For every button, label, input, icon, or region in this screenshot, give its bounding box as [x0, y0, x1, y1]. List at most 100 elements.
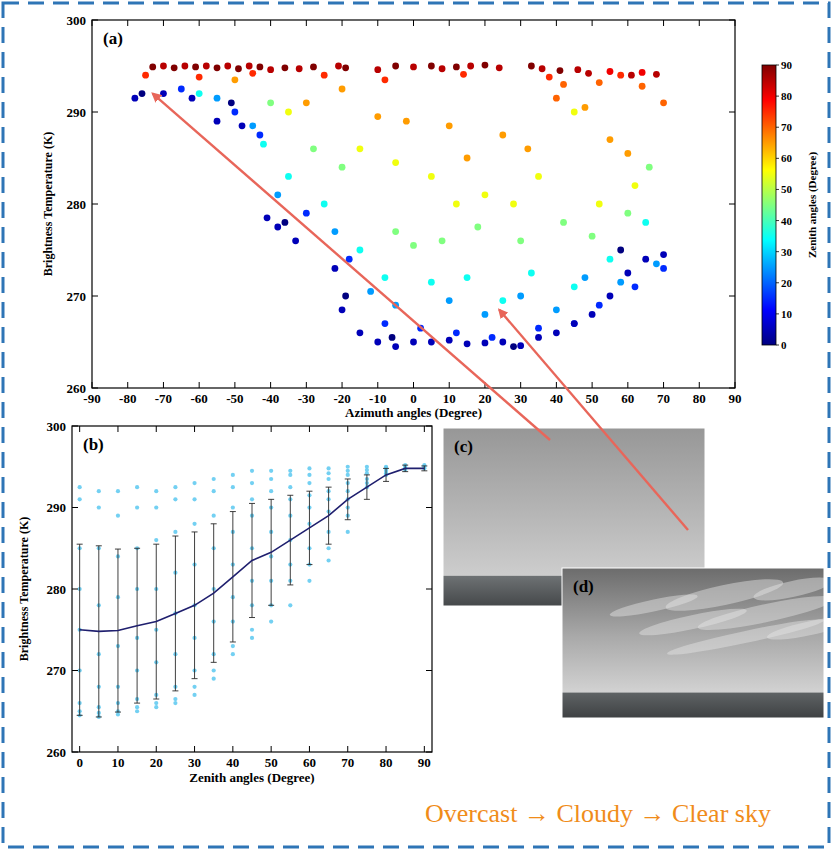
x-tick	[663, 20, 664, 26]
x-tick	[424, 746, 425, 752]
point	[307, 579, 311, 583]
x-tick	[79, 746, 80, 752]
point	[346, 473, 350, 477]
x-tick	[663, 382, 664, 388]
point	[535, 334, 542, 341]
point	[574, 66, 581, 73]
error-bar-cap	[421, 465, 427, 466]
y-tick	[729, 20, 735, 21]
x-tick	[199, 382, 200, 388]
x-tick	[347, 746, 348, 752]
y-tick	[426, 670, 432, 671]
point	[571, 283, 578, 290]
error-bar-cap	[268, 499, 274, 500]
error-bar-cap	[230, 641, 236, 642]
error-bar-cap	[306, 491, 312, 492]
x-tick-label: 90	[729, 391, 742, 406]
point	[288, 485, 292, 489]
point	[453, 64, 460, 71]
point	[510, 201, 517, 208]
panel-letter: (b)	[83, 435, 104, 454]
point	[382, 274, 389, 281]
x-tick-label: 70	[657, 391, 670, 406]
point	[154, 701, 158, 705]
colorbar-tick	[776, 96, 779, 97]
line-series	[77, 465, 428, 717]
colorbar-tick	[776, 345, 779, 346]
error-bar-cap	[287, 495, 293, 496]
colorbar-tick-label: 10	[781, 308, 793, 320]
point	[250, 497, 254, 501]
point	[357, 247, 364, 254]
point	[617, 247, 624, 254]
point	[392, 228, 399, 235]
x-tick	[234, 20, 235, 26]
x-tick-label: -40	[262, 391, 279, 406]
point	[116, 712, 120, 716]
point	[346, 465, 350, 469]
colorbar-tick-label: 70	[781, 121, 793, 133]
x-tick-label: 80	[380, 755, 393, 770]
point	[589, 311, 596, 318]
error-bar-cap	[115, 712, 121, 713]
x-tick	[163, 382, 164, 388]
point	[596, 201, 603, 208]
point	[224, 63, 231, 70]
point	[267, 66, 274, 73]
colorbar-tick	[776, 127, 779, 128]
point	[250, 481, 254, 485]
point	[339, 164, 346, 171]
error-bar-cap	[383, 481, 389, 482]
x-tick	[556, 382, 557, 388]
point	[607, 68, 614, 75]
point	[464, 340, 471, 347]
y-tick	[92, 20, 98, 21]
point	[135, 485, 139, 489]
error-bar-cap	[134, 703, 140, 704]
error-bar-cap	[230, 511, 236, 512]
point	[192, 685, 196, 689]
point	[560, 219, 567, 226]
x-tick	[592, 20, 593, 26]
point	[571, 320, 578, 327]
point	[288, 469, 292, 473]
point	[303, 210, 310, 217]
point	[326, 466, 330, 470]
error-bar-cap	[77, 544, 83, 545]
point	[535, 173, 542, 180]
point	[173, 530, 177, 534]
point	[571, 109, 578, 116]
point	[267, 99, 274, 106]
x-tick	[386, 426, 387, 432]
point	[326, 477, 330, 481]
point	[307, 473, 311, 477]
x-tick	[309, 746, 310, 752]
x-tick-label: 10	[111, 755, 124, 770]
point	[307, 481, 311, 485]
colorbar-tick-label: 50	[781, 183, 793, 195]
point	[326, 546, 330, 550]
point	[214, 95, 221, 102]
colorbar-tick	[776, 282, 779, 283]
point	[607, 293, 614, 300]
x-tick	[413, 20, 414, 26]
colorbar-tick	[776, 158, 779, 159]
point	[607, 136, 614, 143]
x-tick	[232, 426, 233, 432]
y-tick-label: 290	[67, 105, 87, 120]
point	[596, 302, 603, 309]
x-tick-label: -50	[226, 391, 243, 406]
point	[335, 63, 342, 70]
y-tick-label: 270	[67, 289, 87, 304]
y-tick	[72, 752, 78, 753]
point	[624, 270, 631, 277]
x-tick-label: -60	[190, 391, 207, 406]
point	[116, 489, 120, 493]
point	[173, 485, 177, 489]
point	[131, 95, 138, 102]
point	[196, 90, 203, 97]
point	[553, 329, 560, 336]
point	[235, 65, 242, 72]
y-tick	[92, 296, 98, 297]
point	[642, 219, 649, 226]
